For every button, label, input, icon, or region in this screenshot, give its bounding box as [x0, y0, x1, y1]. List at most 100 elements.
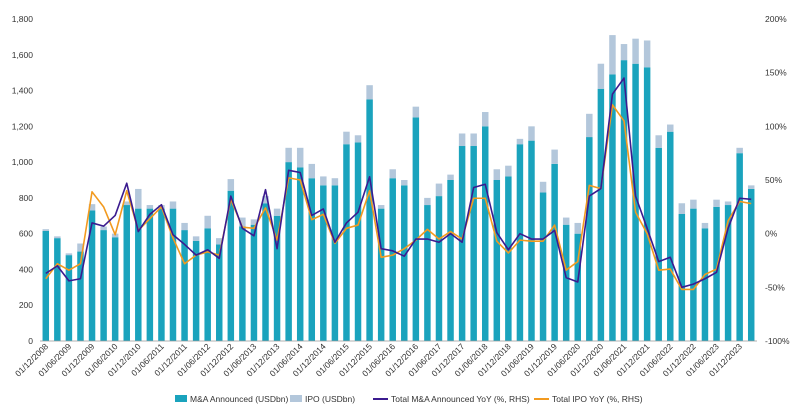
legend-label-2: Total M&A Announced YoY (%, RHS) [391, 394, 530, 404]
bar-ipo-53 [655, 135, 662, 148]
bar-ipo-42 [528, 126, 535, 141]
bar-ipo-0 [42, 229, 50, 231]
y-tick-label: 1,200 [12, 121, 34, 131]
bar-ipo-5 [100, 226, 107, 231]
bar-ipo-29 [377, 205, 385, 209]
bar-mna-3 [77, 251, 84, 341]
bar-mna-33 [424, 205, 431, 341]
bar-mna-18 [250, 224, 258, 341]
bar-ipo-3 [77, 243, 84, 252]
y-tick-label: 400 [19, 264, 33, 274]
bar-ipo-12 [181, 222, 188, 231]
bar-ipo-18 [250, 219, 258, 225]
bar-mna-44 [551, 163, 558, 341]
bar-mna-45 [562, 224, 570, 341]
legend-label-0: M&A Announced (USDbn) [190, 394, 288, 404]
bar-mna-39 [493, 180, 501, 341]
bar-mna-27 [354, 142, 362, 341]
bar-mna-57 [701, 228, 709, 341]
y2-tick-label: -100% [765, 336, 790, 346]
bar-ipo-11 [169, 201, 177, 209]
bar-mna-5 [100, 230, 107, 341]
y-tick-label: 0 [28, 336, 33, 346]
bar-mna-46 [574, 233, 581, 341]
y-tick-label: 200 [19, 300, 33, 310]
bar-ipo-31 [401, 180, 408, 186]
bar-ipo-15 [216, 238, 223, 245]
bar-mna-31 [401, 185, 408, 341]
y-tick-label: 600 [19, 229, 33, 239]
bar-ipo-51 [632, 38, 639, 64]
legend: M&A Announced (USDbn) IPO (USDbn) Total M&… [175, 394, 643, 404]
bar-ipo-7 [123, 201, 130, 206]
bar-mna-40 [505, 176, 512, 341]
bar-mna-2 [65, 255, 73, 341]
line-ipo-yoy [45, 104, 752, 291]
bar-mna-32 [412, 117, 420, 341]
bar-mna-24 [320, 185, 327, 341]
bar-mna-7 [123, 205, 130, 341]
legend-label-3: Total IPO YoY (%, RHS) [552, 394, 643, 404]
bar-mna-48 [597, 88, 605, 342]
bar-ipo-60 [736, 147, 743, 154]
bar-mna-9 [146, 208, 154, 341]
bar-ipo-50 [620, 44, 628, 61]
bar-ipo-36 [458, 133, 466, 147]
bar-ipo-22 [296, 147, 304, 168]
bar-ipo-30 [389, 169, 396, 179]
legend-swatch-0 [175, 395, 187, 402]
bar-ipo-32 [412, 106, 420, 118]
bar-mna-13 [192, 240, 200, 341]
bar-mna-17 [239, 226, 246, 341]
bar-mna-19 [262, 203, 269, 341]
bar-mna-43 [539, 192, 547, 341]
bar-ipo-2 [65, 253, 73, 256]
bar-ipo-44 [551, 149, 558, 164]
bar-mna-22 [296, 167, 304, 341]
bar-ipo-23 [308, 163, 316, 179]
bar-ipo-28 [366, 85, 373, 100]
bar-ipo-35 [447, 174, 454, 180]
bars-layer [42, 35, 755, 342]
bar-ipo-49 [609, 35, 616, 75]
bar-ipo-16 [227, 179, 235, 191]
bar-mna-54 [667, 131, 674, 341]
bar-mna-21 [285, 162, 292, 341]
line-mna-yoy [45, 77, 752, 289]
bar-mna-34 [435, 196, 443, 341]
bar-mna-61 [747, 188, 755, 341]
y-tick-label: 800 [19, 193, 33, 203]
legend-label-1: IPO (USDbn) [305, 394, 355, 404]
bar-mna-59 [724, 205, 732, 341]
bar-mna-47 [586, 137, 593, 341]
bar-mna-20 [273, 215, 281, 341]
bar-ipo-8 [135, 188, 142, 209]
bar-ipo-27 [354, 135, 362, 143]
bar-mna-0 [42, 230, 50, 341]
bar-mna-16 [227, 190, 235, 341]
bar-mna-6 [111, 237, 119, 341]
bar-mna-37 [470, 146, 477, 341]
bar-ipo-20 [273, 208, 281, 216]
bar-mna-36 [458, 146, 466, 341]
bar-mna-51 [632, 63, 639, 341]
bar-ipo-40 [505, 165, 512, 177]
bar-ipo-43 [539, 181, 547, 193]
bar-ipo-47 [586, 113, 593, 138]
y-tick-label: 1,800 [12, 14, 34, 24]
bar-ipo-37 [470, 133, 477, 147]
bar-ipo-56 [690, 199, 697, 209]
bar-mna-58 [713, 206, 720, 341]
legend-swatch-1 [290, 395, 302, 402]
bar-mna-25 [331, 185, 339, 341]
bar-mna-52 [643, 67, 651, 342]
bar-ipo-13 [192, 236, 200, 241]
bar-ipo-57 [701, 222, 709, 229]
y2-tick-label: -50% [765, 282, 785, 292]
bar-ipo-55 [678, 203, 686, 214]
bar-ipo-61 [747, 185, 755, 189]
y-tick-label: 1,600 [12, 50, 34, 60]
bar-mna-10 [158, 208, 165, 341]
bar-mna-1 [54, 238, 61, 341]
